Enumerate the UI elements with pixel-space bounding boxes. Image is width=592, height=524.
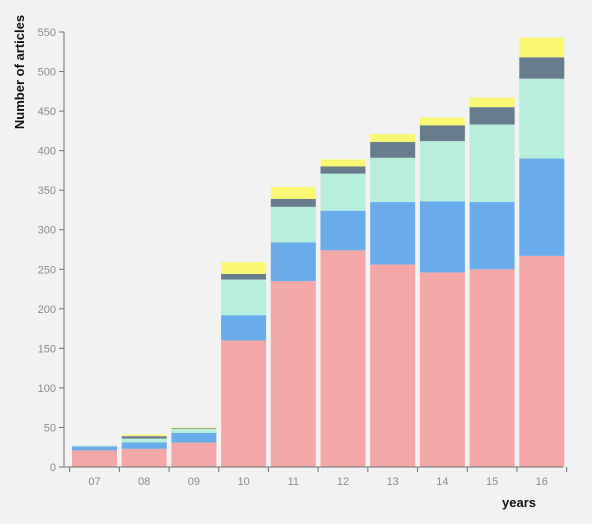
x-tick-label: 11 [288, 476, 299, 488]
bar-segment-15-s2 [469, 202, 515, 270]
bar-segment-08-s3 [121, 438, 167, 443]
x-tick-label: 15 [486, 476, 498, 488]
bar-segment-08-s5 [121, 434, 167, 437]
y-tick-label: 100 [38, 383, 56, 395]
bars-layer [72, 37, 565, 467]
bar-segment-13-s3 [370, 157, 416, 203]
bar-segment-15-s1 [469, 269, 515, 467]
y-tick-label: 450 [38, 106, 56, 118]
axes-layer: 0 50 100 150 200 250 300 350 400 450 500 550 07 08 09 1… [38, 27, 568, 488]
bar-segment-15-s3 [469, 124, 515, 203]
bar-segment-11-s2 [270, 242, 316, 282]
y-tick-label: 150 [38, 343, 56, 355]
bar-segment-09-s1 [171, 442, 217, 467]
bar-segment-12-s1 [320, 250, 366, 467]
bar-segment-16-s2 [519, 158, 565, 256]
y-tick-label: 0 [50, 462, 56, 474]
bar-segment-15-s5 [469, 97, 515, 108]
bar-segment-14-s3 [419, 141, 465, 202]
bar-segment-14-s4 [419, 125, 465, 142]
bar-segment-07-s2 [72, 446, 117, 451]
bar-segment-10-s1 [221, 340, 267, 467]
x-tick-label: 16 [536, 476, 548, 488]
bar-segment-13-s4 [370, 141, 416, 158]
x-tick-label: 12 [337, 476, 349, 488]
bar-segment-10-s5 [221, 262, 267, 275]
bar-segment-10-s3 [221, 279, 267, 316]
y-tick-label: 200 [38, 304, 56, 316]
bar-segment-12-s4 [320, 166, 366, 174]
bar-segment-12-s3 [320, 173, 366, 211]
bar-segment-09-s5 [171, 427, 217, 429]
bar-segment-11-s4 [270, 198, 316, 207]
bar-segment-08-s2 [121, 442, 167, 449]
y-tick-label: 250 [38, 264, 56, 276]
bar-segment-07-s1 [72, 450, 117, 467]
bar-segment-15-s4 [469, 107, 515, 125]
bar-segment-14-s1 [419, 272, 465, 467]
bar-segment-12-s2 [320, 210, 366, 251]
x-tick-label: 10 [237, 476, 249, 488]
y-tick-label: 400 [38, 146, 56, 158]
y-tick-label: 350 [38, 185, 56, 197]
bar-segment-11-s1 [270, 281, 316, 467]
bar-segment-08-s4 [121, 436, 167, 439]
bar-segment-09-s4 [171, 428, 217, 430]
x-tick-label: 07 [88, 476, 100, 488]
bar-segment-11-s3 [270, 206, 316, 243]
x-tick-label: 08 [138, 476, 150, 488]
bar-segment-13-s5 [370, 134, 416, 142]
bar-segment-16-s3 [519, 78, 565, 159]
y-tick-label: 300 [38, 225, 56, 237]
y-axis-title: Number of articles [12, 15, 27, 129]
bar-segment-14-s5 [419, 117, 465, 126]
bar-segment-11-s5 [270, 187, 316, 199]
bar-segment-09-s3 [171, 429, 217, 433]
bar-segment-16-s5 [519, 37, 565, 58]
bar-segment-10-s4 [221, 274, 267, 280]
bar-segment-07-s3 [72, 445, 117, 447]
bar-segment-13-s2 [370, 202, 416, 265]
bar-segment-16-s4 [519, 57, 565, 79]
bar-segment-08-s1 [121, 448, 167, 467]
y-tick-label: 550 [38, 27, 56, 39]
bar-segment-14-s2 [419, 201, 465, 273]
x-tick-label: 13 [387, 476, 399, 488]
x-tick-label: 09 [188, 476, 200, 488]
y-tick-label: 50 [44, 422, 56, 434]
x-tick-label: 14 [436, 476, 448, 488]
x-axis-title: years [502, 495, 536, 510]
bar-segment-13-s1 [370, 264, 416, 467]
bar-segment-09-s2 [171, 432, 217, 443]
y-tick-label: 500 [38, 67, 56, 79]
bar-segment-10-s2 [221, 315, 267, 341]
bar-segment-16-s1 [519, 255, 565, 467]
bar-segment-12-s5 [320, 159, 366, 167]
